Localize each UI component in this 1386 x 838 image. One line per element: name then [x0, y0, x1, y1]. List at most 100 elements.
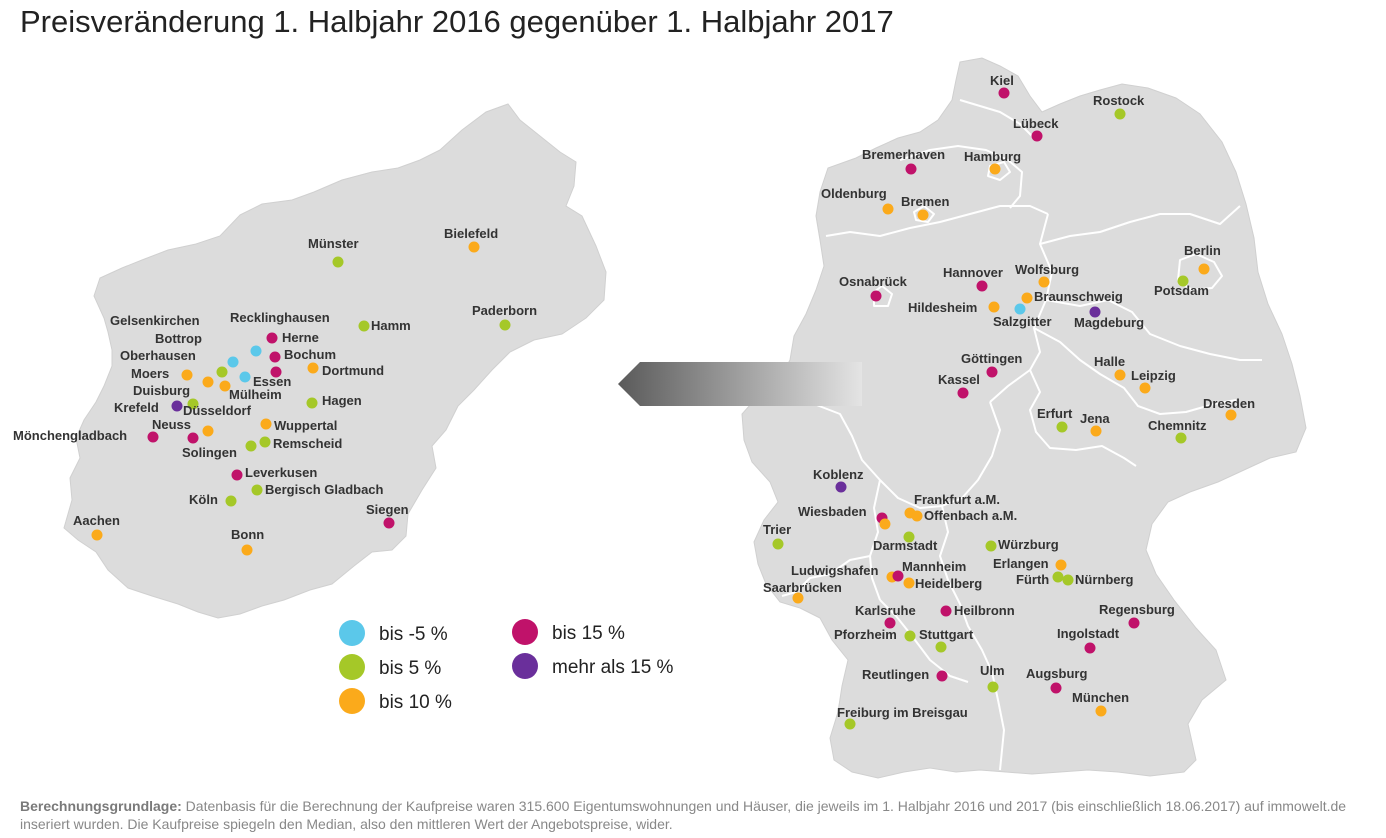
- city-label: Lübeck: [1013, 116, 1059, 131]
- city-label: Karlsruhe: [855, 603, 916, 618]
- city-marker: Dresden: [1203, 396, 1255, 421]
- city-dot: [1021, 292, 1033, 304]
- city-dot: [383, 517, 395, 529]
- city-marker: Düsseldorf: [183, 398, 252, 418]
- city-marker: Krefeld: [114, 400, 183, 415]
- city-dot: [917, 209, 929, 221]
- city-dot: [468, 241, 480, 253]
- city-label: Darmstadt: [873, 538, 938, 553]
- city-label: Düsseldorf: [183, 403, 252, 418]
- city-label: Hamm: [371, 318, 411, 333]
- city-marker: Hamm: [358, 318, 411, 333]
- city-dot: [239, 371, 251, 383]
- city-marker: Salzgitter: [993, 303, 1052, 329]
- city-label: Magdeburg: [1074, 315, 1144, 330]
- city-dot: [187, 432, 199, 444]
- city-dot: [792, 592, 804, 604]
- city-dot: [241, 544, 253, 556]
- city-marker: Essen: [239, 371, 291, 389]
- city-dot: [202, 376, 214, 388]
- city-marker: Mönchengladbach: [13, 428, 159, 443]
- city-dot: [835, 481, 847, 493]
- city-marker: Bottrop: [155, 331, 239, 368]
- legend-item-mehr-als-15: mehr als 15 %: [512, 653, 674, 679]
- city-marker: Leipzig: [1131, 368, 1176, 394]
- legend-label: bis 10 %: [379, 692, 452, 713]
- city-dot: [260, 418, 272, 430]
- city-label: Kiel: [990, 73, 1014, 88]
- city-marker: Magdeburg: [1074, 306, 1144, 330]
- city-marker: Wuppertal: [260, 418, 337, 433]
- city-marker: Osnabrück: [839, 274, 908, 302]
- city-dot: [1056, 421, 1068, 433]
- city-dot: [989, 163, 1001, 175]
- city-marker: Wolfsburg: [1015, 262, 1079, 288]
- city-marker: Bielefeld: [444, 226, 498, 253]
- city-label: Bielefeld: [444, 226, 498, 241]
- germany-region-shape: [741, 57, 1307, 779]
- city-marker: Hamburg: [964, 149, 1021, 175]
- city-label: Nürnberg: [1075, 572, 1134, 587]
- city-dot: [998, 87, 1010, 99]
- city-marker: Bochum: [270, 347, 336, 378]
- city-label: Hildesheim: [908, 300, 977, 315]
- city-label: Hannover: [943, 265, 1003, 280]
- city-marker: Chemnitz: [1148, 418, 1207, 444]
- city-label: Bottrop: [155, 331, 202, 346]
- city-dot: [1114, 369, 1126, 381]
- city-dot: [259, 436, 271, 448]
- city-marker: Hannover: [943, 265, 1003, 292]
- city-marker: Aachen: [73, 513, 120, 541]
- city-dot: [202, 425, 214, 437]
- city-dot: [332, 256, 344, 268]
- city-dot: [936, 670, 948, 682]
- city-marker: Darmstadt: [873, 531, 938, 553]
- city-dot: [772, 538, 784, 550]
- city-marker: Lübeck: [1013, 116, 1059, 142]
- city-marker: Mannheim: [892, 559, 966, 582]
- city-marker: Bremerhaven: [862, 147, 945, 175]
- city-dot: [251, 484, 263, 496]
- legend-item-bis-5: bis 5 %: [339, 654, 441, 680]
- city-dot: [1175, 432, 1187, 444]
- city-marker: Heidelberg: [903, 576, 982, 591]
- city-marker: Freiburg im Breisgau: [837, 705, 968, 730]
- city-label: Pforzheim: [834, 627, 897, 642]
- city-marker: Augsburg: [1026, 666, 1087, 694]
- city-label: Dresden: [1203, 396, 1255, 411]
- city-dot: [1095, 705, 1107, 717]
- city-marker: Bergisch Gladbach: [251, 482, 384, 497]
- city-marker: Hagen: [306, 393, 362, 409]
- city-marker: Oberhausen: [120, 348, 228, 378]
- city-label: Oldenburg: [821, 186, 887, 201]
- city-marker: [879, 518, 891, 530]
- city-dot: [985, 540, 997, 552]
- city-label: Paderborn: [472, 303, 537, 318]
- city-dot: [986, 366, 998, 378]
- city-dot: [882, 203, 894, 215]
- city-dot: [225, 495, 237, 507]
- city-dot: [935, 641, 947, 653]
- city-label: Aachen: [73, 513, 120, 528]
- city-marker: Erfurt: [1037, 406, 1073, 433]
- city-label: Münster: [308, 236, 359, 251]
- city-marker: Göttingen: [961, 351, 1022, 378]
- city-label: Dortmund: [322, 363, 384, 378]
- city-label: Stuttgart: [919, 627, 974, 642]
- city-label: Regensburg: [1099, 602, 1175, 617]
- city-marker: Ingolstadt: [1057, 626, 1120, 654]
- legend-label: bis 15 %: [552, 623, 625, 644]
- city-label: Leverkusen: [245, 465, 317, 480]
- city-label: Ulm: [980, 663, 1005, 678]
- city-label: Offenbach a.M.: [924, 508, 1017, 523]
- city-dot: [307, 362, 319, 374]
- city-label: Freiburg im Breisgau: [837, 705, 968, 720]
- city-dot: [216, 366, 228, 378]
- city-label: Wolfsburg: [1015, 262, 1079, 277]
- nrw-region-shape: [63, 103, 607, 619]
- city-marker: Heilbronn: [940, 603, 1015, 618]
- city-label: Erlangen: [993, 556, 1049, 571]
- city-dot: [1050, 682, 1062, 694]
- city-label: Göttingen: [961, 351, 1022, 366]
- city-dot: [1062, 574, 1074, 586]
